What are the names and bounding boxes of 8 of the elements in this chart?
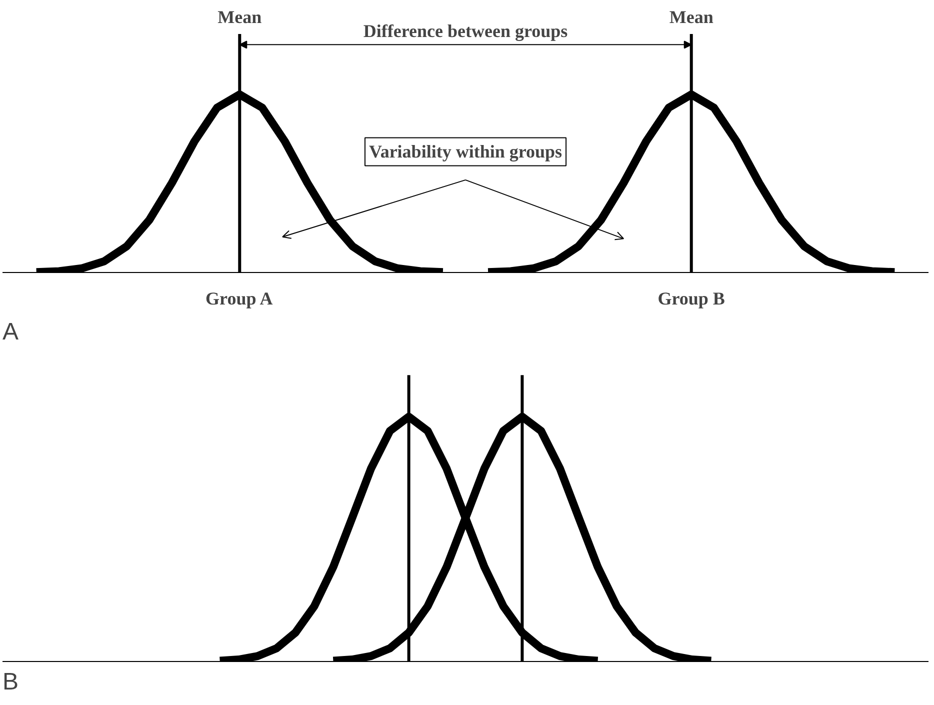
text: Difference between groups bbox=[363, 21, 568, 42]
ref-line-label: Mean bbox=[218, 6, 262, 27]
text: A bbox=[2, 318, 19, 346]
ref-line-label: Mean bbox=[669, 6, 714, 27]
text: B bbox=[2, 668, 19, 696]
x-tick-label: Group B bbox=[658, 288, 725, 308]
annotation: Variability within groups bbox=[368, 142, 562, 162]
x-tick-label: Group A bbox=[206, 288, 273, 308]
